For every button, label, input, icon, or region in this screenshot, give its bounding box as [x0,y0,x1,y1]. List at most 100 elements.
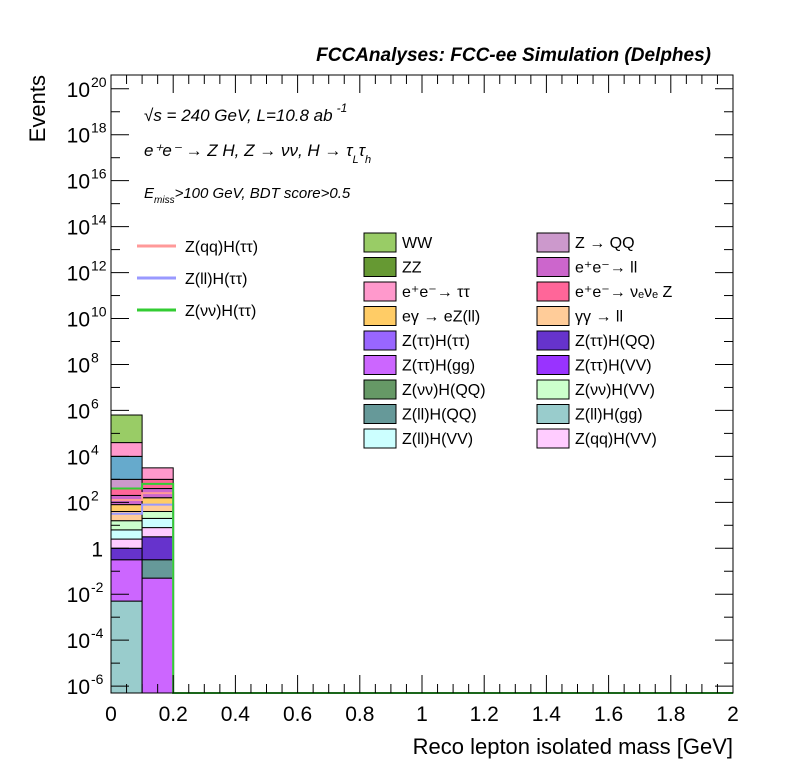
y-tick-label: 10 [67,171,90,194]
stack-bar-bin2-4 [141,517,174,529]
y-tick-exponent: -4 [91,625,104,641]
stack-bar-bin1-13 [110,414,143,444]
signal-overlays [111,482,733,694]
legend-swatch [363,257,397,277]
cut-annotation: Emiss>100 GeV, BDT score>0.5 [144,185,351,206]
legend-label: Z(νν)H(VV) [575,382,655,399]
y-tick-exponent: -2 [91,579,104,595]
legend-label: Z(ττ)H(QQ) [575,333,655,350]
y-tick-label: 10 [67,263,90,286]
x-tick-label: 1.8 [656,703,685,726]
x-axis-label: Reco lepton isolated mass [GeV] [413,734,733,759]
y-tick-exponent: 8 [91,349,99,365]
legend-swatch [536,404,570,424]
legend-label: WW [402,235,433,252]
sqrt-s-annotation: √s = 240 GeV, L=10.8 ab -1 [144,101,347,125]
stack-bar-bin1-2 [110,547,143,561]
legend-line-label: Z(ll)H(ττ) [185,271,247,288]
signal-line-2 [111,482,733,694]
y-tick-label: 10 [67,125,90,148]
y-tick-label: 10 [67,492,90,515]
cut-e: E [144,185,155,202]
y-tick-exponent: 14 [91,212,107,228]
legend-swatch [363,330,397,351]
y-tick-label: 10 [67,676,90,699]
legend-label: eγ → eZ(ll) [402,309,480,326]
y-tick-label: 10 [67,584,90,607]
legend-label: Z(qq)H(VV) [575,431,657,448]
y-tick-exponent: 16 [91,166,107,182]
legend-swatch [363,232,397,253]
signal-line-1 [111,503,733,694]
plot-header-title: FCCAnalyses: FCC-ee Simulation (Delphes) [316,45,711,66]
lumi-exponent: -1 [337,101,348,115]
cut-sub-miss: miss [154,195,175,206]
y-tick-label: 10 [67,630,90,653]
stack-bar-bin1-7 [110,504,143,513]
legend-swatch [536,232,570,253]
tau-sub-h: h [365,154,371,166]
legend-label: Z → QQ [575,235,635,252]
stack-bar-bin1-3 [110,538,143,549]
x-tick-label: 0.4 [221,703,251,726]
y-axis-label: Events [25,75,50,142]
x-tick-label: 1 [416,703,428,726]
cut-rest: >100 GeV, BDT score>0.5 [175,185,351,202]
legend-line-label: Z(νν)H(ττ) [185,303,256,320]
y-tick-label: 10 [67,309,90,332]
tau-sub-l: L [353,154,359,166]
x-tick-label: 0 [105,703,117,726]
y-tick-label: 1 [91,538,103,561]
legend-label: Z(ττ)H(VV) [575,358,652,375]
x-tick-label: 1.4 [532,703,562,726]
stack-bar-bin2-6 [141,504,174,513]
y-tick-exponent: 6 [91,395,99,411]
legend-label: e⁺e⁻→ ττ [402,284,470,301]
legend-label: Z(νν)H(QQ) [402,382,486,399]
y-tick-exponent: 18 [91,120,107,136]
y-tick-exponent: 2 [91,487,99,503]
legend-label: e⁺e⁻→ νₑνₑ Z [575,284,672,301]
y-tick-exponent: 12 [91,258,107,274]
legend-swatch [536,257,570,277]
x-tick-label: 1.2 [470,703,499,726]
legend: Z(qq)H(ττ) Z(ll)H(ττ) Z(νν)H(ττ) WW ZZ e⁺e⁻→ … [137,232,672,449]
x-tick-label: 1.6 [594,703,623,726]
legend-swatch [536,306,570,326]
stack-bar-bin1-12 [110,442,143,457]
legend-label: Z(ll)H(gg) [575,407,643,424]
legend-label: γγ → ll [575,309,623,326]
stack-bar-bin2-3 [141,527,174,538]
x-tick-label: 2 [727,703,739,726]
legend-swatch [536,379,570,400]
stack-bar-bin1-1 [110,559,143,602]
legend-label: Z(ll)H(VV) [402,431,473,448]
legend-swatch [363,428,397,449]
stack-bar-bin1-9 [110,488,143,496]
y-tick-exponent: 20 [91,74,107,90]
stack-bar-bin1-10 [110,478,143,490]
stack-bar-bin2-0 [141,577,174,694]
x-tick-label: 0.6 [283,703,312,726]
y-tick-exponent: 4 [91,441,99,457]
stack-bar-bin2-7 [141,497,174,506]
legend-swatch [363,281,397,302]
legend-swatch [363,355,397,375]
y-tick-exponent: 10 [91,304,107,320]
legend-label: Z(ττ)H(ττ) [402,333,470,350]
stack-bar-bin1-4 [110,529,143,540]
stack-bar-bin2-10 [141,467,174,480]
y-tick-label: 10 [67,217,90,240]
stack-bar-bin2-2 [141,536,174,561]
stack-bar-bin2-1 [141,559,174,579]
legend-swatch [536,330,570,351]
process-annotation: e⁺e⁻ → Z H, Z → νν, H → τLτh [144,141,371,166]
y-tick-exponent: -6 [91,671,104,687]
tau-second: τ [359,141,367,160]
legend-swatch [536,428,570,449]
sqrt-s-text: √s = 240 GeV, L=10.8 ab [144,106,333,125]
legend-swatch [363,306,397,326]
y-tick-label: 10 [67,354,90,377]
legend-swatch [363,379,397,400]
